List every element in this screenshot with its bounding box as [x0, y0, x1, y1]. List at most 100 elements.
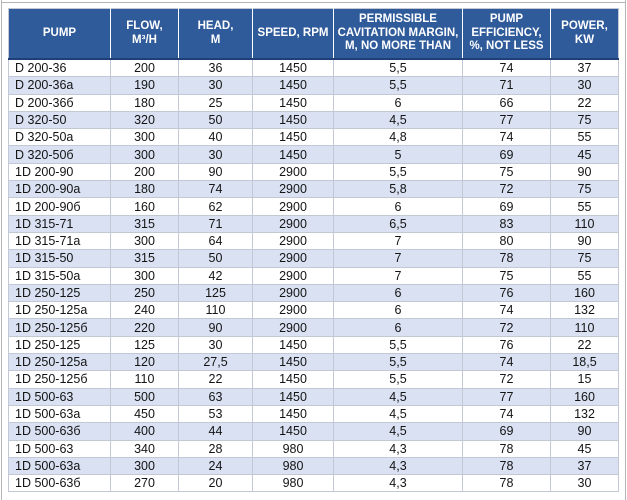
cell-cavitation: 4,8 — [333, 128, 463, 147]
table-row: 1D 315-71a 300 64 2900 7 80 90 — [8, 231, 619, 251]
cell-cavitation: 5,5 — [333, 370, 463, 389]
cell-head: 20 — [178, 474, 253, 493]
cell-flow: 250 — [110, 283, 179, 303]
cell-speed: 1450 — [252, 76, 334, 95]
cell-efficiency: 69 — [462, 422, 551, 441]
cell-flow: 200 — [110, 58, 179, 78]
cell-pump: 1D 250-125 — [8, 335, 111, 355]
cell-power: 75 — [550, 180, 619, 199]
table-row: D 320-50б 300 30 1450 5 69 45 — [8, 145, 619, 164]
cell-efficiency: 74 — [462, 404, 551, 424]
cell-flow: 160 — [110, 197, 179, 216]
cell-power: 75 — [550, 249, 619, 268]
cell-efficiency: 75 — [462, 266, 551, 285]
cell-power: 90 — [550, 422, 619, 441]
cell-cavitation: 5,5 — [333, 58, 463, 78]
cell-cavitation: 4,5 — [333, 404, 463, 424]
cell-power: 22 — [550, 93, 619, 112]
cell-flow: 300 — [110, 266, 179, 285]
cell-efficiency: 78 — [462, 456, 551, 476]
cell-speed: 2900 — [252, 249, 334, 268]
cell-power: 132 — [550, 404, 619, 424]
cell-power: 22 — [550, 335, 619, 355]
cell-pump: 1D 315-50 — [8, 249, 111, 268]
column-header-efficiency: PUMP EFFICIENCY, %, NOT LESS — [462, 8, 551, 60]
cell-pump: 1D 315-50a — [8, 266, 111, 285]
column-header-power: POWER, KW — [550, 8, 619, 60]
cell-pump: 1D 250-125 — [8, 283, 111, 303]
cell-flow: 450 — [110, 404, 179, 424]
cell-pump: 1D 200-90 — [8, 162, 111, 182]
table-row: 1D 315-50 315 50 2900 7 78 75 — [8, 249, 619, 268]
cell-flow: 120 — [110, 353, 179, 372]
cell-cavitation: 6 — [333, 318, 463, 337]
cell-head: 27,5 — [178, 353, 253, 372]
cell-pump: 1D 250-125б — [8, 318, 111, 337]
cell-flow: 400 — [110, 422, 179, 441]
cell-pump: 1D 500-63a — [8, 404, 111, 424]
cell-flow: 300 — [110, 145, 179, 164]
page-frame-right-line — [625, 0, 626, 500]
cell-power: 55 — [550, 266, 619, 285]
cell-power: 18,5 — [550, 353, 619, 372]
cell-flow: 180 — [110, 93, 179, 112]
table-row: 1D 250-125б 220 90 2900 6 72 110 — [8, 318, 619, 337]
table-body: D 200-36 200 36 1450 5,5 74 37 D 200-36a 190 30 14… — [8, 58, 619, 493]
table-row: 1D 250-125a 120 27,5 1450 5,5 74 18,5 — [8, 353, 619, 372]
cell-head: 25 — [178, 93, 253, 112]
column-header-speed: SPEED, RPM — [252, 8, 334, 60]
table-row: 1D 200-90a 180 74 2900 5,8 72 75 — [8, 180, 619, 199]
table-row: D 320-50a 300 40 1450 4,8 74 55 — [8, 128, 619, 147]
cell-efficiency: 78 — [462, 249, 551, 268]
cell-power: 90 — [550, 162, 619, 182]
cell-pump: 1D 315-71a — [8, 231, 111, 251]
cell-head: 36 — [178, 58, 253, 78]
cell-pump: 1D 315-71 — [8, 214, 111, 233]
cell-power: 110 — [550, 214, 619, 233]
pump-specifications-table: PUMP FLOW, M³/H HEAD, M SPEED, RPM PERMI… — [8, 8, 619, 493]
cell-head: 40 — [178, 128, 253, 147]
table-row: D 200-36б 180 25 1450 6 66 22 — [8, 93, 619, 112]
cell-head: 62 — [178, 197, 253, 216]
cell-pump: 1D 250-125a — [8, 353, 111, 372]
cell-power: 37 — [550, 58, 619, 78]
cell-efficiency: 72 — [462, 318, 551, 337]
table-row: 1D 500-63б 270 20 980 4,3 78 30 — [8, 474, 619, 493]
cell-head: 30 — [178, 145, 253, 164]
cell-pump: D 200-36a — [8, 76, 111, 95]
cell-cavitation: 4,5 — [333, 110, 463, 130]
cell-efficiency: 76 — [462, 335, 551, 355]
cell-pump: D 320-50 — [8, 110, 111, 130]
cell-speed: 1450 — [252, 128, 334, 147]
cell-flow: 220 — [110, 318, 179, 337]
cell-pump: D 200-36б — [8, 93, 111, 112]
cell-speed: 1450 — [252, 387, 334, 406]
table-row: 1D 250-125 125 30 1450 5,5 76 22 — [8, 335, 619, 355]
cell-efficiency: 78 — [462, 439, 551, 458]
header-row: PUMP FLOW, M³/H HEAD, M SPEED, RPM PERMI… — [8, 8, 619, 60]
cell-flow: 190 — [110, 76, 179, 95]
page-frame-left-line — [1, 0, 2, 500]
cell-speed: 1450 — [252, 353, 334, 372]
table-row: 1D 250-125a 240 110 2900 6 74 132 — [8, 301, 619, 320]
cell-pump: 1D 500-63б — [8, 474, 111, 493]
cell-speed: 1450 — [252, 422, 334, 441]
cell-head: 24 — [178, 456, 253, 476]
cell-efficiency: 66 — [462, 93, 551, 112]
cell-cavitation: 6 — [333, 301, 463, 320]
cell-cavitation: 7 — [333, 266, 463, 285]
cell-head: 28 — [178, 439, 253, 458]
cell-power: 30 — [550, 474, 619, 493]
cell-head: 90 — [178, 318, 253, 337]
cell-head: 71 — [178, 214, 253, 233]
cell-efficiency: 75 — [462, 162, 551, 182]
cell-efficiency: 78 — [462, 474, 551, 493]
cell-flow: 315 — [110, 214, 179, 233]
cell-pump: 1D 500-63a — [8, 456, 111, 476]
cell-flow: 110 — [110, 370, 179, 389]
cell-speed: 1450 — [252, 370, 334, 389]
cell-power: 75 — [550, 110, 619, 130]
page-frame-top-line — [2, 2, 625, 3]
cell-efficiency: 76 — [462, 283, 551, 303]
cell-head: 30 — [178, 76, 253, 95]
